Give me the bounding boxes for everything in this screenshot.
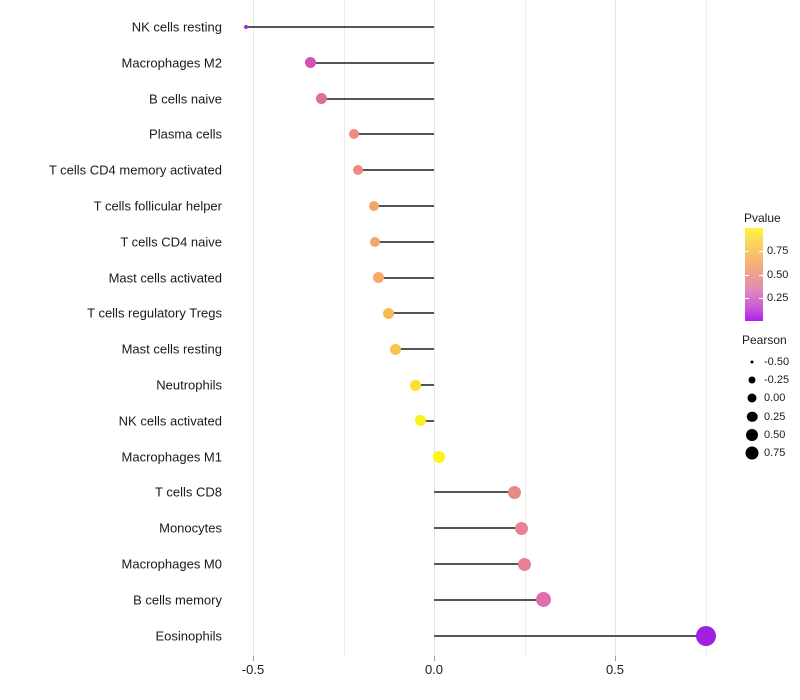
lollipop-dot[interactable] [352, 165, 363, 176]
lollipop-stem [357, 169, 434, 172]
pvalue-tick-label: 0.25 [767, 291, 789, 304]
lollipop-stem [378, 276, 434, 279]
gridline-0.25 [524, 0, 526, 656]
lollipop-dot[interactable] [305, 57, 317, 69]
lollipop-stem [434, 527, 522, 530]
y-axis-label: Macrophages M2 [121, 55, 222, 71]
gridline-0 [434, 0, 435, 656]
lollipop-stem [434, 563, 525, 565]
lollipop-dot[interactable] [409, 379, 421, 391]
lollipop-stem [434, 491, 515, 494]
pearson-legend-label: 0.50 [764, 428, 786, 441]
lollipop-dot[interactable] [382, 307, 394, 319]
y-axis-label: T cells follicular helper [93, 198, 222, 214]
pvalue-tick [759, 297, 763, 299]
lollipop-stem [310, 61, 434, 64]
y-axis-label: NK cells resting [131, 19, 222, 35]
lollipop-stem [375, 240, 434, 243]
lollipop-dot[interactable] [515, 521, 529, 535]
pvalue-tick [745, 274, 749, 276]
pearson-legend-label: 0.00 [764, 392, 786, 405]
lollipop-dot[interactable] [518, 557, 532, 571]
lollipop-dot[interactable] [433, 450, 446, 463]
x-axis-tick [434, 656, 435, 661]
lollipop-stem [395, 348, 434, 351]
pvalue-legend-title: Pvalue [744, 211, 781, 225]
y-axis-label: T cells CD8 [155, 484, 222, 500]
y-axis-label: Neutrophils [156, 377, 222, 393]
lollipop-stem [388, 312, 434, 315]
pearson-legend-dot [745, 446, 759, 460]
lollipop-dot[interactable] [369, 201, 380, 211]
pearson-legend-dot [746, 428, 758, 441]
pvalue-tick [759, 251, 763, 253]
y-axis-label: T cells CD4 naive [120, 234, 222, 250]
pearson-legend-dot [746, 411, 758, 422]
y-axis: NK cells resting Macrophages M2 B cells na… [0, 0, 222, 656]
lollipop-dot[interactable] [507, 485, 521, 499]
y-axis-label: B cells memory [133, 592, 222, 608]
pearson-legend-label: 0.75 [764, 447, 786, 459]
pearson-legend-dot [750, 360, 754, 364]
pearson-legend-dot [748, 376, 756, 384]
lollipop-stem [374, 205, 434, 207]
lollipop-dot[interactable] [389, 343, 401, 355]
lollipop-stem [354, 133, 434, 136]
pearson-legend-title: Pearson [742, 333, 787, 347]
x-axis-tick-label: 0.5 [605, 662, 625, 677]
x-axis-tick-label: -0.5 [241, 662, 265, 677]
x-axis-tick-label: 0.0 [424, 662, 444, 677]
y-axis-label: Macrophages M1 [121, 449, 222, 465]
y-axis-label: Plasma cells [149, 126, 222, 142]
pvalue-tick-label: 0.75 [767, 245, 789, 258]
y-axis-label: Macrophages M0 [121, 556, 222, 572]
y-axis-label: Eosinophils [155, 628, 223, 644]
pvalue-tick [759, 274, 763, 276]
x-axis-tick [253, 656, 254, 661]
y-axis-label: T cells CD4 memory activated [48, 162, 222, 178]
y-axis-label: Monocytes [159, 520, 222, 536]
gridline-0.75 [705, 0, 707, 656]
pearson-legend-label: -0.25 [764, 374, 790, 387]
legend-area: Pvalue Pearson -0.50 -0.25 0.00 0.25 0.50 0.7… [738, 0, 800, 700]
lollipop-stem [434, 598, 544, 601]
lollipop-dot[interactable] [316, 93, 328, 105]
lollipop-dot[interactable] [349, 129, 360, 140]
pvalue-tick [745, 297, 749, 299]
lollipop-dot[interactable] [370, 236, 381, 247]
lollipop-stem [321, 97, 434, 100]
lollipop-stem [420, 419, 434, 422]
lollipop-dot[interactable] [243, 25, 248, 29]
y-axis-label: B cells naive [149, 91, 222, 107]
lollipop-stem [434, 634, 707, 637]
y-axis-label: NK cells activated [118, 413, 222, 429]
x-axis-tick [615, 656, 616, 661]
pvalue-tick-label: 0.50 [767, 268, 789, 281]
y-axis-label: T cells regulatory Tregs [87, 305, 222, 321]
lollipop-dot[interactable] [536, 592, 552, 608]
plot-panel: -0.5 0.0 0.5 [228, 0, 730, 677]
lollipop-stem [415, 384, 434, 386]
lollipop-dot[interactable] [696, 625, 717, 646]
gridline--0.25 [343, 0, 345, 656]
lollipop-dot[interactable] [415, 415, 427, 427]
pearson-legend-label: 0.25 [764, 410, 786, 423]
gridline-0.5 [615, 0, 616, 656]
pearson-legend-dot [747, 393, 757, 403]
y-axis-label: Mast cells activated [108, 270, 222, 286]
pearson-legend-label: -0.50 [764, 356, 790, 368]
lollipop-stem [245, 26, 434, 28]
pvalue-tick [745, 251, 749, 253]
y-axis-label: Mast cells resting [121, 341, 222, 357]
lollipop-dot[interactable] [373, 272, 385, 284]
pvalue-colorbar [745, 228, 763, 321]
gridline--0.5 [253, 0, 254, 656]
